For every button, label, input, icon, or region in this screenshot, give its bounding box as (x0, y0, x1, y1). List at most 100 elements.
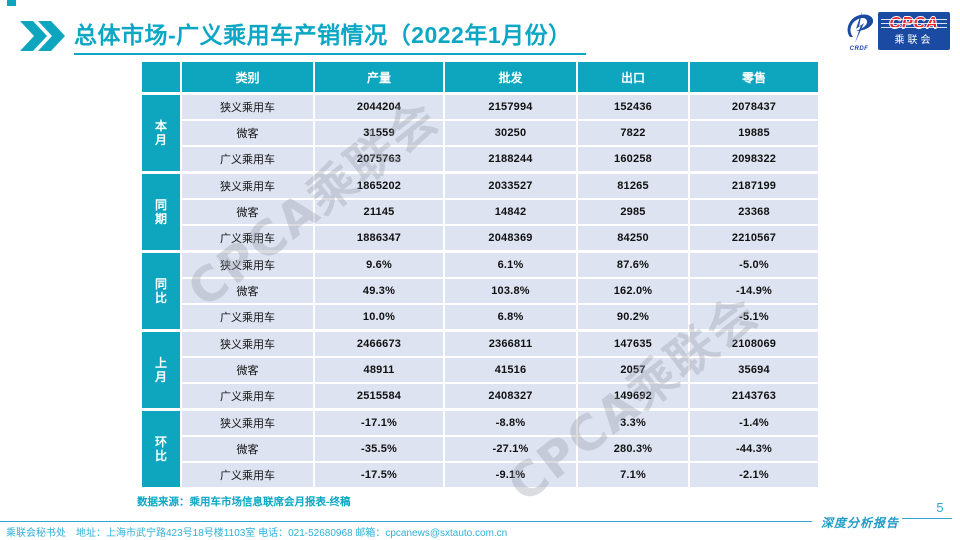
value-cell: 280.3% (578, 437, 688, 461)
category-cell: 狭义乘用车 (182, 332, 313, 356)
value-cell: 41516 (445, 358, 576, 382)
category-cell: 微客 (182, 279, 313, 303)
header-cell-category: 类别 (182, 62, 313, 92)
category-cell: 广义乘用车 (182, 305, 313, 329)
value-cell: 2057 (578, 358, 688, 382)
footer-rule-left (0, 521, 812, 522)
value-cell: 147635 (578, 332, 688, 356)
header-cell-production: 产量 (315, 62, 443, 92)
value-cell: 2985 (578, 200, 688, 224)
value-cell: 84250 (578, 226, 688, 250)
value-cell: 1865202 (315, 174, 443, 198)
cpca-logo: CRDF CPCA 乘联会 (842, 8, 950, 54)
cpca-logo-box: CPCA 乘联会 (878, 12, 950, 50)
data-source-note: 数据来源：乘用车市场信息联席会月报表-终稿 (137, 496, 351, 508)
value-cell: -14.9% (690, 279, 818, 303)
value-cell: 160258 (578, 147, 688, 171)
value-cell: 2515584 (315, 384, 443, 408)
value-cell: 2366811 (445, 332, 576, 356)
value-cell: 2078437 (690, 95, 818, 119)
logo-main-text: CPCA (889, 14, 939, 32)
value-cell: 149692 (578, 384, 688, 408)
table-row: 广义乘用车 1886347 2048369 84250 2210567 (182, 226, 820, 250)
header-cell-export: 出口 (578, 62, 688, 92)
value-cell: 2408327 (445, 384, 576, 408)
category-cell: 微客 (182, 437, 313, 461)
value-cell: 2210567 (690, 226, 818, 250)
value-cell: -27.1% (445, 437, 576, 461)
value-cell: 49.3% (315, 279, 443, 303)
table-header-row: 类别 产量 批发 出口 零售 (142, 62, 820, 92)
group-label: 同期 (142, 174, 180, 250)
category-cell: 广义乘用车 (182, 463, 313, 487)
value-cell: -5.0% (690, 253, 818, 277)
value-cell: -44.3% (690, 437, 818, 461)
table-row: 广义乘用车 2515584 2408327 149692 2143763 (182, 384, 820, 408)
category-cell: 广义乘用车 (182, 147, 313, 171)
value-cell: 7.1% (578, 463, 688, 487)
table-group: 同比狭义乘用车 9.6% 6.1% 87.6% -5.0% 微客 49.3% 103.8% 16… (142, 253, 820, 329)
table-row: 狭义乘用车 -17.1% -8.8% 3.3% -1.4% (182, 411, 820, 435)
value-cell: 9.6% (315, 253, 443, 277)
table-group: 环比狭义乘用车 -17.1% -8.8% 3.3% -1.4% 微客 -35.5% -27.1… (142, 411, 820, 487)
value-cell: -17.1% (315, 411, 443, 435)
group-label: 环比 (142, 411, 180, 487)
group-label: 同比 (142, 253, 180, 329)
page-title: 总体市场-广义乘用车产销情况（2022年1月份） (74, 16, 586, 55)
value-cell: 2048369 (445, 226, 576, 250)
category-cell: 狭义乘用车 (182, 411, 313, 435)
cpca-emblem-icon: CRDF (842, 9, 876, 53)
table-group: 同期狭义乘用车 1865202 2033527 81265 2187199 微客 21145… (142, 174, 820, 250)
value-cell: 48911 (315, 358, 443, 382)
production-sales-table: 类别 产量 批发 出口 零售 本月狭义乘用车 2044204 2157994 1524… (142, 62, 820, 487)
value-cell: 2466673 (315, 332, 443, 356)
table-row: 狭义乘用车 1865202 2033527 81265 2187199 (182, 174, 820, 198)
value-cell: -17.5% (315, 463, 443, 487)
value-cell: 2157994 (445, 95, 576, 119)
value-cell: 23368 (690, 200, 818, 224)
value-cell: 87.6% (578, 253, 688, 277)
category-cell: 狭义乘用车 (182, 174, 313, 198)
value-cell: 162.0% (578, 279, 688, 303)
slide-header: 总体市场-广义乘用车产销情况（2022年1月份） (18, 16, 586, 55)
value-cell: -2.1% (690, 463, 818, 487)
header-cell-blank (142, 62, 180, 92)
value-cell: 2033527 (445, 174, 576, 198)
table-row: 微客 49.3% 103.8% 162.0% -14.9% (182, 279, 820, 303)
emblem-caption: CRDF (849, 46, 869, 52)
value-cell: 2044204 (315, 95, 443, 119)
value-cell: -8.8% (445, 411, 576, 435)
value-cell: 10.0% (315, 305, 443, 329)
category-cell: 广义乘用车 (182, 226, 313, 250)
value-cell: 2143763 (690, 384, 818, 408)
value-cell: 6.1% (445, 253, 576, 277)
group-label: 上月 (142, 332, 180, 408)
double-chevron-icon (20, 20, 65, 51)
value-cell: 2108069 (690, 332, 818, 356)
value-cell: -1.4% (690, 411, 818, 435)
category-cell: 狭义乘用车 (182, 253, 313, 277)
category-cell: 狭义乘用车 (182, 95, 313, 119)
value-cell: -35.5% (315, 437, 443, 461)
value-cell: 21145 (315, 200, 443, 224)
value-cell: 2098322 (690, 147, 818, 171)
value-cell: 19885 (690, 121, 818, 145)
value-cell: 1886347 (315, 226, 443, 250)
category-cell: 广义乘用车 (182, 384, 313, 408)
table-group: 上月狭义乘用车 2466673 2366811 147635 2108069 微客 4891… (142, 332, 820, 408)
category-cell: 微客 (182, 121, 313, 145)
table-row: 微客 -35.5% -27.1% 280.3% -44.3% (182, 437, 820, 461)
value-cell: 30250 (445, 121, 576, 145)
value-cell: 3.3% (578, 411, 688, 435)
table-row: 广义乘用车 10.0% 6.8% 90.2% -5.1% (182, 305, 820, 329)
value-cell: -5.1% (690, 305, 818, 329)
report-type-label: 深度分析报告 (820, 516, 899, 530)
table-row: 广义乘用车 -17.5% -9.1% 7.1% -2.1% (182, 463, 820, 487)
value-cell: 35694 (690, 358, 818, 382)
corner-accent-square (7, 0, 16, 6)
value-cell: 152436 (578, 95, 688, 119)
value-cell: 31559 (315, 121, 443, 145)
value-cell: 7822 (578, 121, 688, 145)
table-row: 狭义乘用车 9.6% 6.1% 87.6% -5.0% (182, 253, 820, 277)
table-row: 微客 21145 14842 2985 23368 (182, 200, 820, 224)
